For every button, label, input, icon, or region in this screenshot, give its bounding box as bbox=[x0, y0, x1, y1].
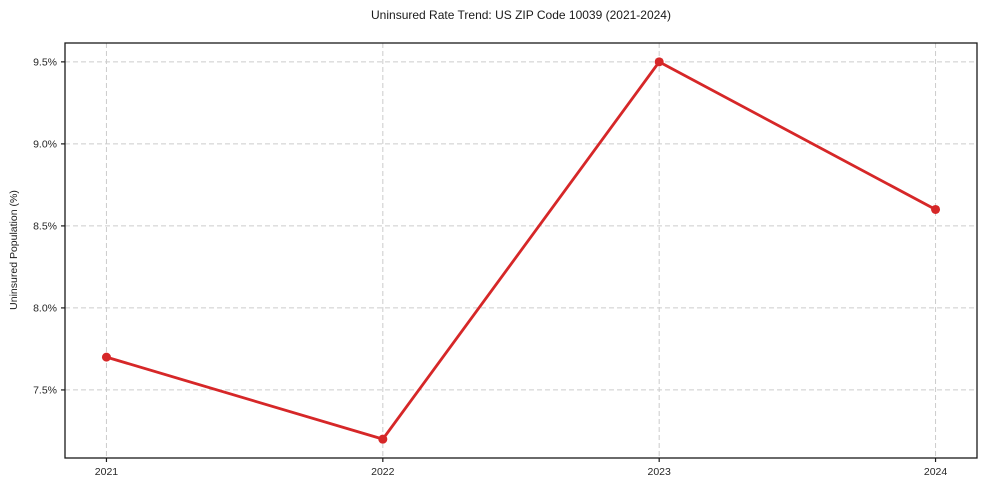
data-point-marker bbox=[378, 434, 388, 444]
y-tick-label: 8.5% bbox=[33, 220, 57, 232]
y-tick-label: 9.0% bbox=[33, 138, 57, 150]
y-tick-label: 9.5% bbox=[33, 56, 57, 68]
data-point-marker bbox=[654, 57, 664, 67]
x-tick-label: 2022 bbox=[371, 466, 395, 478]
plot-border bbox=[64, 42, 978, 459]
y-tick-label: 8.0% bbox=[33, 302, 57, 314]
data-point-marker bbox=[931, 204, 941, 214]
x-tick-label: 2024 bbox=[924, 466, 948, 478]
y-tick-label: 7.5% bbox=[33, 384, 57, 396]
y-axis-label: Uninsured Population (%) bbox=[8, 190, 20, 310]
x-tick-label: 2021 bbox=[95, 466, 119, 478]
data-point-marker bbox=[101, 352, 111, 362]
x-tick-label: 2023 bbox=[648, 466, 672, 478]
chart-title: Uninsured Rate Trend: US ZIP Code 10039 … bbox=[371, 8, 671, 22]
trend-line bbox=[105, 60, 937, 441]
